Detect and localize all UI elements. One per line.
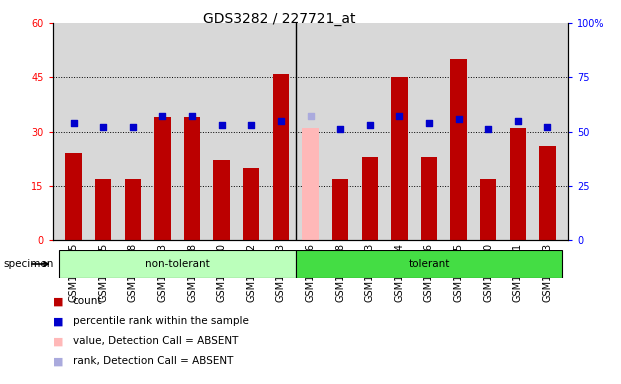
Point — [68, 120, 78, 126]
Bar — [302, 128, 319, 240]
Point — [217, 122, 227, 128]
Point — [513, 118, 523, 124]
Text: ■: ■ — [53, 316, 63, 326]
Bar — [59, 250, 296, 278]
Bar — [65, 153, 82, 240]
Bar — [214, 161, 230, 240]
Point — [157, 113, 167, 119]
Bar — [480, 179, 496, 240]
Point — [543, 124, 553, 130]
Text: ■: ■ — [53, 336, 63, 346]
Bar — [361, 157, 378, 240]
Point — [454, 116, 464, 122]
Bar — [539, 146, 556, 240]
Point — [98, 124, 108, 130]
Text: count: count — [73, 296, 102, 306]
Point — [483, 126, 493, 132]
Point — [306, 113, 315, 119]
Text: ■: ■ — [53, 296, 63, 306]
Point — [335, 126, 345, 132]
Bar — [391, 77, 407, 240]
Text: ■: ■ — [53, 356, 63, 366]
Point — [247, 122, 256, 128]
Point — [394, 113, 404, 119]
Bar — [296, 250, 562, 278]
Point — [276, 118, 286, 124]
Text: GDS3282 / 227721_at: GDS3282 / 227721_at — [203, 12, 356, 25]
Bar — [421, 157, 437, 240]
Text: tolerant: tolerant — [408, 259, 450, 269]
Point — [128, 124, 138, 130]
Text: rank, Detection Call = ABSENT: rank, Detection Call = ABSENT — [73, 356, 233, 366]
Point — [365, 122, 374, 128]
Bar — [95, 179, 111, 240]
Bar — [154, 117, 171, 240]
Bar — [125, 179, 141, 240]
Bar — [273, 74, 289, 240]
Bar — [332, 179, 348, 240]
Text: value, Detection Call = ABSENT: value, Detection Call = ABSENT — [73, 336, 238, 346]
Bar — [510, 128, 526, 240]
Point — [187, 113, 197, 119]
Bar — [243, 168, 260, 240]
Text: percentile rank within the sample: percentile rank within the sample — [73, 316, 248, 326]
Point — [424, 120, 434, 126]
Text: non-tolerant: non-tolerant — [145, 259, 209, 269]
Bar — [450, 59, 467, 240]
Text: specimen: specimen — [3, 259, 53, 269]
Bar — [184, 117, 200, 240]
